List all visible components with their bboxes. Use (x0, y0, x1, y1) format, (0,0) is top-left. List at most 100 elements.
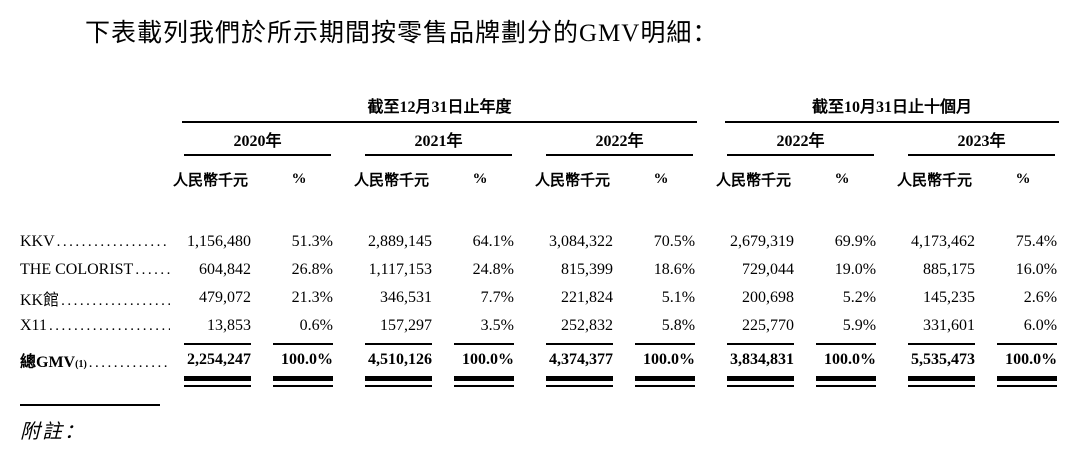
unit-header-pct: % (291, 170, 307, 187)
cell-total-pct: 100.0% (824, 351, 877, 368)
notes-label: 附註： (20, 421, 86, 443)
cell-total-pct: 100.0% (1005, 351, 1058, 368)
cell-amount: 221,824 (561, 289, 613, 306)
unit-header-amount: 人民幣千元 (534, 172, 610, 189)
cell-total-pct: 100.0% (643, 351, 696, 368)
cell-pct: 24.8% (472, 261, 514, 278)
single-rule (454, 342, 514, 345)
year-header-2020: 2020年 (184, 127, 331, 156)
double-rule (908, 375, 976, 387)
row-label: KKV (20, 233, 55, 250)
cell-amount: 225,770 (742, 317, 795, 334)
double-rule (816, 375, 877, 387)
year-header-row: 2020年 2021年 2022年 2022年 2023年 (20, 123, 1059, 156)
cell-pct: 70.5% (653, 233, 696, 250)
single-rule (635, 342, 696, 345)
total-label: 總GMV (20, 354, 76, 371)
dot-leader: ........................................… (61, 293, 170, 309)
cell-total-amount: 4,374,377 (549, 351, 613, 368)
cell-pct: 6.0% (1023, 317, 1058, 334)
cell-total-amount: 5,535,473 (911, 351, 976, 368)
period-header-annual: 截至12月31日止年度 (182, 93, 698, 123)
cell-pct: 5.2% (842, 289, 877, 306)
row-label: THE COLORIST (20, 261, 134, 278)
cell-amount: 729,044 (742, 261, 795, 278)
cell-amount: 13,853 (207, 317, 251, 334)
cell-amount: 2,889,145 (368, 233, 432, 250)
cell-pct: 7.7% (480, 289, 514, 306)
unit-header-amount: 人民幣千元 (353, 172, 429, 189)
cell-pct: 51.3% (291, 233, 333, 250)
single-rule (727, 342, 795, 345)
single-rule (365, 342, 432, 345)
single-rule (184, 342, 251, 345)
cell-total-pct: 100.0% (462, 351, 514, 368)
cell-total-amount: 3,834,831 (730, 351, 795, 368)
double-rule (454, 375, 514, 387)
dot-leader: ........................................… (88, 355, 170, 371)
gmv-table: 截至12月31日止年度 截至10月31日止十個月 2020年 2021年 202… (20, 89, 1060, 387)
cell-amount: 815,399 (561, 261, 613, 278)
cell-amount: 2,679,319 (730, 233, 795, 250)
cell-pct: 75.4% (1015, 233, 1058, 250)
dot-leader: ........................................… (56, 234, 170, 250)
cell-pct: 5.8% (661, 317, 696, 334)
cell-amount: 1,117,153 (368, 261, 432, 278)
single-rule (997, 342, 1058, 345)
total-bottom-rule-row (20, 373, 1059, 387)
cell-amount: 1,156,480 (187, 233, 251, 250)
year-header-2022: 2022年 (546, 127, 694, 156)
cell-amount: 157,297 (380, 317, 432, 334)
unit-header-pct: % (653, 170, 669, 187)
year-header-10m-2023: 2023年 (908, 127, 1056, 156)
single-rule (816, 342, 877, 345)
row-label: X11 (20, 317, 47, 334)
cell-pct: 18.6% (653, 261, 696, 278)
cell-amount: 200,698 (742, 289, 795, 306)
unit-header-pct: % (472, 170, 488, 187)
total-top-rule-row (20, 340, 1059, 347)
cell-pct: 64.1% (472, 233, 514, 250)
cell-total-pct: 100.0% (281, 351, 333, 368)
unit-header-pct: % (834, 170, 850, 187)
double-rule (635, 375, 696, 387)
unit-header-row: 人民幣千元 % 人民幣千元 % 人民幣千元 % 人民幣千元 % 人民幣千元 % (20, 156, 1059, 194)
dot-leader: ........................................… (135, 262, 170, 278)
cell-pct: 69.9% (834, 233, 877, 250)
cell-amount: 479,072 (199, 289, 251, 306)
period-header-ten-months: 截至10月31日止十個月 (725, 93, 1060, 123)
year-header-10m-2022: 2022年 (727, 127, 875, 156)
page-title: 下表載列我們於所示期間按零售品牌劃分的GMV明細： (85, 20, 719, 47)
double-rule (365, 375, 432, 387)
double-rule (727, 375, 795, 387)
double-rule (184, 375, 251, 387)
unit-header-amount: 人民幣千元 (172, 172, 248, 189)
cell-amount: 3,084,322 (549, 233, 613, 250)
cell-amount: 331,601 (923, 317, 976, 334)
unit-header-amount: 人民幣千元 (716, 172, 792, 189)
row-label: KK館 (20, 292, 60, 309)
cell-pct: 26.8% (291, 261, 333, 278)
double-rule (273, 375, 333, 387)
cell-amount: 4,173,462 (911, 233, 976, 250)
cell-amount: 145,235 (923, 289, 976, 306)
table-row-x11: X11.....................................… (20, 312, 1059, 340)
cell-pct: 5.1% (661, 289, 696, 306)
single-rule (273, 342, 333, 345)
cell-pct: 16.0% (1015, 261, 1058, 278)
cell-amount: 604,842 (199, 261, 251, 278)
table-row-kkv: KKV.....................................… (20, 228, 1059, 256)
cell-amount: 885,175 (923, 261, 976, 278)
cell-pct: 0.6% (299, 317, 333, 334)
dot-leader: ........................................… (48, 318, 170, 334)
single-rule (546, 342, 613, 345)
period-header-row: 截至12月31日止年度 截至10月31日止十個月 (20, 89, 1060, 123)
table-row-total-gmv: 總GMV(1).................................… (20, 347, 1059, 373)
table-row-the-colorist: THE COLORIST............................… (20, 256, 1059, 284)
cell-pct: 5.9% (842, 317, 877, 334)
cell-total-amount: 2,254,247 (187, 351, 251, 368)
table-row-kk-guan: KK館.....................................… (20, 284, 1059, 312)
unit-header-pct: % (1015, 170, 1031, 187)
cell-pct: 2.6% (1023, 289, 1058, 306)
